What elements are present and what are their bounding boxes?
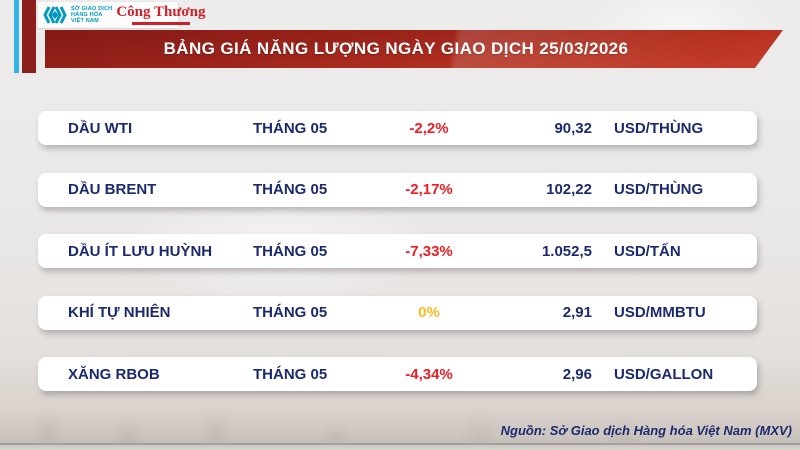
mxv-logo-text: SỞ GIAO DỊCH HÀNG HÓA VIỆT NAM — [71, 6, 112, 25]
table-row: DẦU BRENT THÁNG 05 -2,17% 102,22 USD/THÙ… — [38, 172, 757, 207]
background-bottom-edge — [0, 443, 800, 445]
change-percent: -4,34% — [405, 365, 453, 383]
price-unit: USD/THÙNG — [614, 119, 704, 137]
price-unit: USD/GALLON — [614, 365, 714, 383]
price-value: 2,91 — [562, 304, 592, 321]
congthuong-logo-text: Công Thương — [116, 4, 206, 20]
mxv-logo-line1: SỞ GIAO DỊCH — [71, 5, 113, 12]
contract-month: THÁNG 05 — [253, 304, 328, 321]
title-ribbon: BẢNG GIÁ NĂNG LƯỢNG NGÀY GIAO DỊCH 25/03… — [45, 30, 783, 68]
mxv-logo-line2: HÀNG HÓA — [71, 11, 103, 18]
table-row: KHÍ TỰ NHIÊN THÁNG 05 0% 2,91 USD/MMBTU — [38, 295, 757, 330]
left-accent-stripe-dark-red — [22, 0, 36, 73]
contract-month: THÁNG 05 — [253, 181, 328, 198]
price-value: 1.052,5 — [541, 242, 592, 260]
price-value: 2,96 — [562, 365, 592, 383]
price-unit: USD/THÙNG — [614, 181, 704, 198]
contract-month: THÁNG 05 — [253, 242, 328, 260]
table-row: DẦU WTI THÁNG 05 -2,2% 90,32 USD/THÙNG — [38, 111, 757, 145]
commodity-name: DẦU WTI — [68, 119, 133, 137]
commodity-name: XĂNG RBOB — [68, 365, 160, 383]
price-value: 102,22 — [546, 181, 592, 198]
table-row: XĂNG RBOB THÁNG 05 -4,34% 2,96 USD/GALLO… — [38, 357, 757, 391]
congthuong-logo: Công Thương — [116, 5, 205, 25]
commodity-name: KHÍ TỰ NHIÊN — [68, 304, 171, 321]
contract-month: THÁNG 05 — [253, 365, 328, 383]
page-title: BẢNG GIÁ NĂNG LƯỢNG NGÀY GIAO DỊCH 25/03… — [163, 39, 629, 58]
source-note: Nguồn: Sở Giao dịch Hàng hóa Việt Nam (M… — [500, 423, 792, 438]
change-percent: 0% — [418, 304, 440, 321]
price-unit: USD/TẤN — [614, 242, 681, 260]
background-barrels-photo — [0, 383, 800, 443]
contract-month: THÁNG 05 — [253, 119, 328, 137]
price-rows: DẦU WTI THÁNG 05 -2,2% 90,32 USD/THÙNG D… — [38, 111, 757, 391]
table-row: DẦU ÍT LƯU HUỲNH THÁNG 05 -7,33% 1.052,5… — [38, 234, 757, 268]
mxv-logo-line3: VIỆT NAM — [71, 18, 99, 25]
change-percent: -2,2% — [409, 119, 449, 137]
commodity-name: DẦU ÍT LƯU HUỲNH — [68, 242, 213, 260]
left-accent-stripe-cyan — [14, 0, 19, 73]
congthuong-logo-tagline-bar — [131, 22, 190, 25]
change-percent: -7,33% — [405, 242, 453, 260]
change-percent: -2,17% — [405, 181, 453, 198]
logo-bar: SỞ GIAO DỊCH HÀNG HÓA VIỆT NAM Công Thươ… — [38, 2, 205, 28]
commodity-name: DẦU BRENT — [68, 181, 157, 198]
price-value: 90,32 — [554, 119, 592, 137]
price-unit: USD/MMBTU — [614, 304, 706, 321]
mxv-logo-icon — [43, 6, 67, 24]
